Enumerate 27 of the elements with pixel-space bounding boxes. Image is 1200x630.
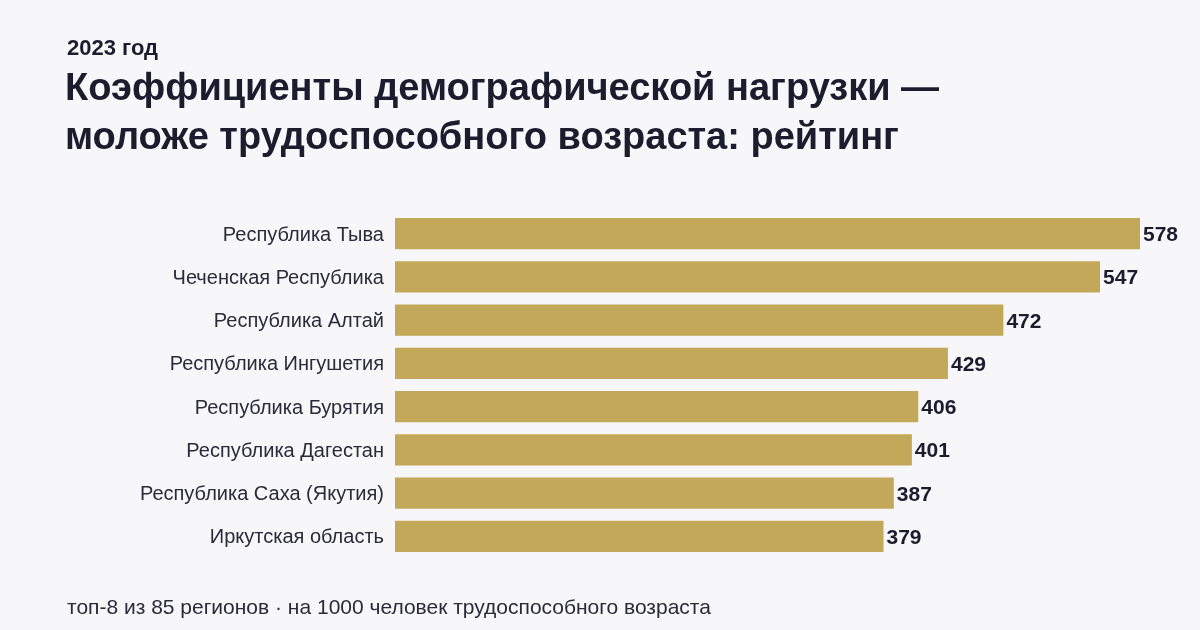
chart-title: Коэффициенты демографической нагрузки — моложе трудоспособного возраста: рейтинг xyxy=(65,66,940,158)
data-label: 379 xyxy=(886,524,922,548)
data-label: 429 xyxy=(950,351,986,375)
y-tick-label: Республика Дагестан xyxy=(186,438,384,461)
bar xyxy=(395,391,919,423)
data-label: 472 xyxy=(1006,308,1042,332)
bar xyxy=(395,434,912,466)
y-tick-label: Республика Алтай xyxy=(213,309,384,332)
data-label: 406 xyxy=(921,395,957,419)
data-label: 387 xyxy=(896,481,932,505)
data-label: 401 xyxy=(914,438,951,462)
y-tick-label: Республика Ингушетия xyxy=(169,352,384,375)
text: 2023 год xyxy=(67,35,159,60)
y-tick-label: Республика Саха (Якутия) xyxy=(139,482,384,505)
y-tick-label: Республика Бурятия xyxy=(194,395,384,418)
y-tick-label: Чеченская Республика xyxy=(172,265,385,288)
bar xyxy=(395,218,1140,250)
bar xyxy=(395,477,894,509)
bar xyxy=(395,347,948,379)
bar xyxy=(395,520,884,552)
data-label: 578 xyxy=(1143,222,1179,246)
y-tick-label: Иркутская область xyxy=(209,525,384,548)
bar xyxy=(395,304,1004,336)
y-tick-label: Республика Тыва xyxy=(222,222,385,245)
data-label: 547 xyxy=(1103,265,1139,289)
text: топ-8 из 85 регионов · на 1000 человек трудоспособного возраста xyxy=(67,595,712,618)
bar xyxy=(395,261,1101,293)
